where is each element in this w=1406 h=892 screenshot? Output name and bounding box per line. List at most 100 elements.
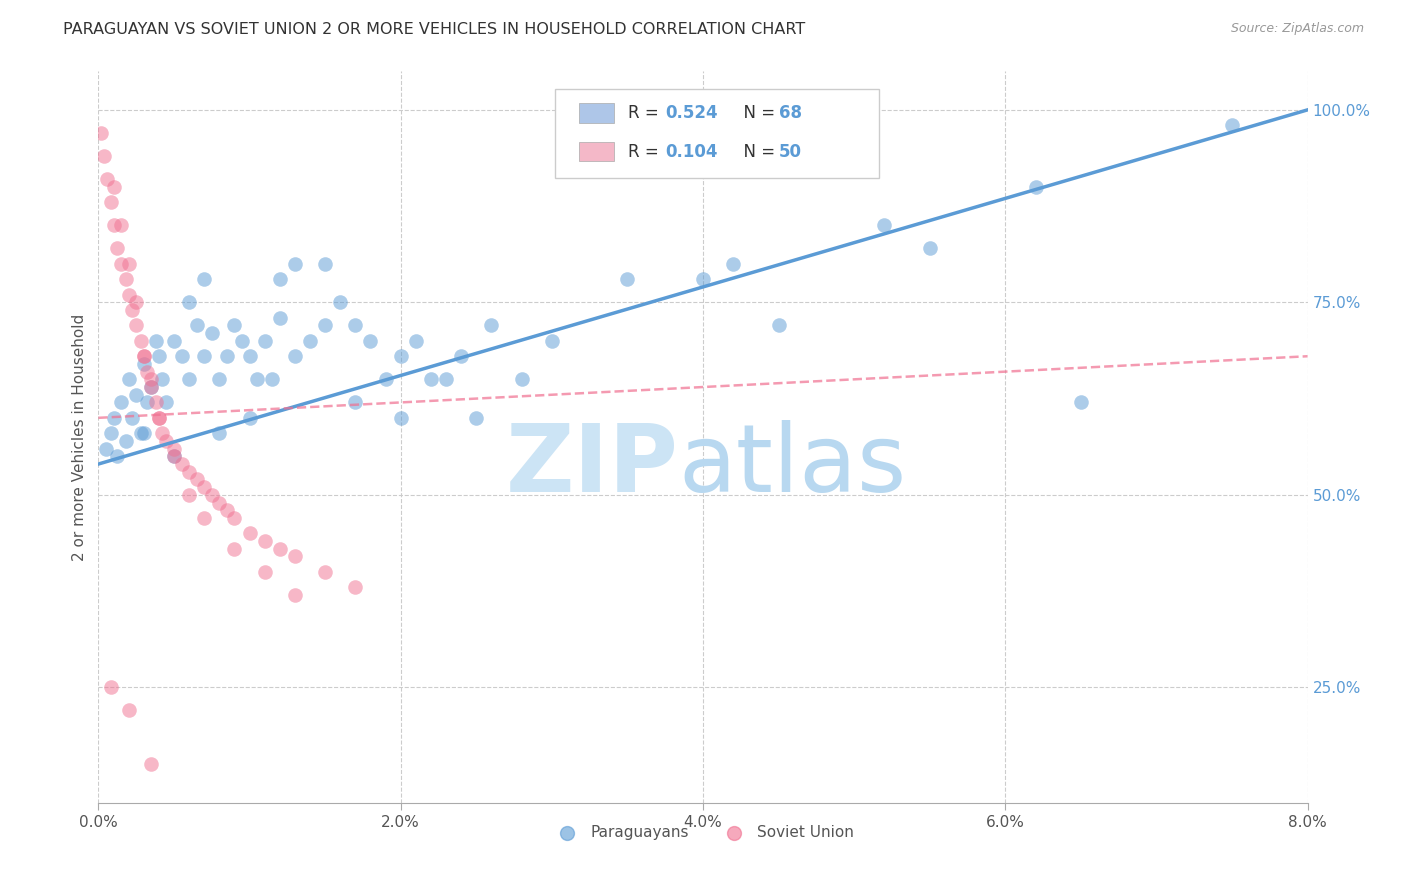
- Point: [148, 410, 170, 425]
- Text: N =: N =: [733, 143, 780, 161]
- Point: [344, 580, 367, 594]
- Point: [389, 410, 412, 425]
- Point: [239, 349, 262, 363]
- Point: [208, 426, 231, 441]
- Point: [141, 372, 163, 386]
- Point: [179, 488, 201, 502]
- Point: [193, 480, 215, 494]
- Point: [100, 426, 122, 441]
- Point: [215, 349, 238, 363]
- Point: [132, 349, 155, 363]
- Point: [360, 334, 382, 348]
- Text: 68: 68: [779, 104, 801, 122]
- Point: [873, 219, 896, 233]
- Point: [129, 426, 152, 441]
- Point: [141, 380, 163, 394]
- Point: [314, 565, 336, 579]
- Text: atlas: atlas: [679, 420, 907, 512]
- Point: [918, 242, 941, 256]
- Point: [253, 334, 276, 348]
- Point: [170, 349, 193, 363]
- Point: [253, 534, 276, 549]
- Text: 50: 50: [779, 143, 801, 161]
- Point: [129, 334, 152, 348]
- Point: [148, 349, 170, 363]
- Point: [420, 372, 443, 386]
- Y-axis label: 2 or more Vehicles in Household: 2 or more Vehicles in Household: [72, 313, 87, 561]
- Point: [125, 295, 148, 310]
- Text: R =: R =: [628, 143, 665, 161]
- Point: [692, 272, 714, 286]
- Point: [481, 318, 503, 333]
- Point: [118, 703, 141, 717]
- Point: [93, 149, 115, 163]
- Point: [434, 372, 457, 386]
- Point: [96, 172, 118, 186]
- Point: [269, 310, 291, 325]
- Point: [193, 272, 215, 286]
- Point: [186, 318, 208, 333]
- Point: [246, 372, 269, 386]
- Point: [208, 372, 231, 386]
- Point: [314, 257, 336, 271]
- Point: [465, 410, 488, 425]
- Point: [110, 395, 132, 409]
- Point: [179, 465, 201, 479]
- Point: [224, 541, 246, 556]
- Point: [224, 318, 246, 333]
- Point: [170, 457, 193, 471]
- Point: [344, 395, 367, 409]
- Point: [262, 372, 284, 386]
- Point: [94, 442, 117, 456]
- Point: [1024, 179, 1046, 194]
- Point: [208, 495, 231, 509]
- Point: [90, 126, 112, 140]
- Point: [141, 380, 163, 394]
- Point: [125, 318, 148, 333]
- Point: [540, 334, 562, 348]
- Point: [103, 179, 125, 194]
- Point: [239, 410, 262, 425]
- Point: [100, 195, 122, 210]
- Legend: Paraguayans, Soviet Union: Paraguayans, Soviet Union: [546, 819, 860, 847]
- Point: [284, 257, 307, 271]
- Point: [215, 503, 238, 517]
- Point: [105, 242, 128, 256]
- Point: [132, 426, 155, 441]
- Text: ZIP: ZIP: [506, 420, 679, 512]
- Point: [155, 395, 177, 409]
- Point: [150, 372, 173, 386]
- Point: [163, 450, 186, 464]
- Point: [155, 434, 177, 448]
- Point: [299, 334, 322, 348]
- Text: Source: ZipAtlas.com: Source: ZipAtlas.com: [1230, 22, 1364, 36]
- Point: [135, 365, 157, 379]
- Point: [163, 450, 186, 464]
- Point: [118, 257, 141, 271]
- Point: [1070, 395, 1092, 409]
- Point: [103, 410, 125, 425]
- Text: R =: R =: [628, 104, 665, 122]
- Text: PARAGUAYAN VS SOVIET UNION 2 OR MORE VEHICLES IN HOUSEHOLD CORRELATION CHART: PARAGUAYAN VS SOVIET UNION 2 OR MORE VEH…: [63, 22, 806, 37]
- Point: [1220, 118, 1243, 132]
- Point: [201, 488, 224, 502]
- Point: [121, 410, 143, 425]
- Point: [114, 272, 136, 286]
- Point: [110, 257, 132, 271]
- Point: [110, 219, 132, 233]
- Point: [193, 511, 215, 525]
- Point: [193, 349, 215, 363]
- Point: [105, 450, 128, 464]
- Point: [284, 549, 307, 564]
- Point: [145, 334, 167, 348]
- Point: [284, 349, 307, 363]
- Point: [231, 334, 253, 348]
- Point: [723, 257, 745, 271]
- Point: [239, 526, 262, 541]
- Point: [100, 681, 122, 695]
- Point: [314, 318, 336, 333]
- Point: [150, 426, 173, 441]
- Point: [269, 541, 291, 556]
- Point: [186, 472, 208, 486]
- Point: [253, 565, 276, 579]
